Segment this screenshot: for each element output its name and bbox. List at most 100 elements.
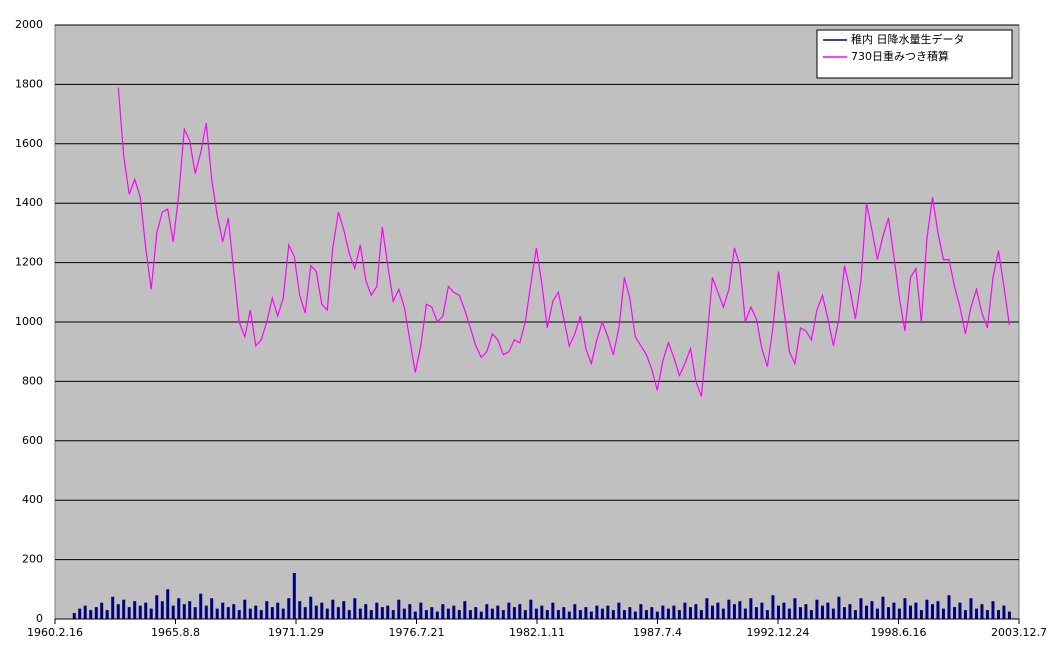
bar (875, 608, 879, 619)
bar (721, 608, 725, 619)
bar (177, 598, 181, 619)
bar (622, 610, 626, 619)
bar (865, 605, 869, 619)
bar (485, 604, 489, 619)
bar (941, 608, 945, 619)
bar (529, 599, 533, 619)
bar (963, 610, 967, 619)
bar (930, 604, 934, 619)
y-tick-label: 2000 (15, 18, 43, 31)
bar (292, 572, 296, 619)
bar (969, 598, 973, 619)
bar (870, 601, 874, 619)
bar (116, 604, 120, 619)
bar (331, 599, 335, 619)
bar (452, 605, 456, 619)
bar (155, 595, 159, 619)
bar (188, 601, 192, 619)
bar (567, 611, 571, 619)
bar (584, 607, 588, 619)
bar (215, 608, 219, 619)
bar (490, 608, 494, 619)
bar (765, 610, 769, 619)
bar (358, 608, 362, 619)
bar (122, 599, 126, 619)
bar (815, 599, 819, 619)
bar (919, 610, 923, 619)
x-tick-label: 1960.2.16 (27, 626, 83, 639)
x-tick-label: 2003.12.7 (991, 626, 1047, 639)
bar (859, 598, 863, 619)
bar (226, 607, 230, 619)
bar (232, 604, 236, 619)
bar (666, 608, 670, 619)
bar (842, 607, 846, 619)
bar (298, 601, 302, 619)
bar (78, 608, 82, 619)
bar (243, 599, 247, 619)
bar (265, 601, 269, 619)
bar (947, 595, 951, 619)
bar (430, 607, 434, 619)
bar (936, 601, 940, 619)
bar (523, 610, 527, 619)
bar (468, 610, 472, 619)
bar (507, 602, 511, 619)
bar (997, 610, 1001, 619)
bar (975, 608, 979, 619)
bar (457, 610, 461, 619)
bar (144, 602, 148, 619)
bar (342, 601, 346, 619)
bar (683, 602, 687, 619)
bar (848, 604, 852, 619)
x-tick-label: 1987.7.4 (633, 626, 682, 639)
bar (534, 608, 538, 619)
bar (237, 610, 241, 619)
bar (985, 610, 989, 619)
bar (661, 605, 665, 619)
bar (166, 589, 170, 619)
y-tick-label: 1000 (15, 315, 43, 328)
bar (391, 610, 395, 619)
bar (347, 610, 351, 619)
bar (83, 605, 87, 619)
bar (1007, 611, 1011, 619)
bar (276, 602, 280, 619)
bar (127, 607, 131, 619)
bar (369, 610, 373, 619)
y-tick-label: 1400 (15, 196, 43, 209)
bar (826, 602, 830, 619)
bar (501, 610, 505, 619)
bar (199, 593, 203, 619)
bar (831, 608, 835, 619)
bar (325, 608, 329, 619)
bar (908, 605, 912, 619)
bar (463, 601, 467, 619)
bar (397, 599, 401, 619)
x-tick-label: 1976.7.21 (389, 626, 445, 639)
bar (738, 601, 742, 619)
x-tick-label: 1992.12.24 (747, 626, 810, 639)
bar (787, 608, 791, 619)
bar (820, 605, 824, 619)
bar (633, 611, 637, 619)
bar (364, 604, 368, 619)
bar (782, 602, 786, 619)
bar (149, 608, 153, 619)
bar (655, 611, 659, 619)
legend-label: 稚内 日降水量生データ (851, 32, 965, 46)
bar (639, 604, 643, 619)
x-tick-label: 1998.6.16 (871, 626, 927, 639)
bar (386, 605, 390, 619)
bar (628, 607, 632, 619)
bar (512, 607, 516, 619)
bar (204, 605, 208, 619)
y-tick-label: 1600 (15, 137, 43, 150)
bar (958, 602, 962, 619)
bar (402, 608, 406, 619)
bar (171, 605, 175, 619)
bar (446, 608, 450, 619)
bar (111, 596, 115, 619)
bar (595, 605, 599, 619)
bar (419, 602, 423, 619)
